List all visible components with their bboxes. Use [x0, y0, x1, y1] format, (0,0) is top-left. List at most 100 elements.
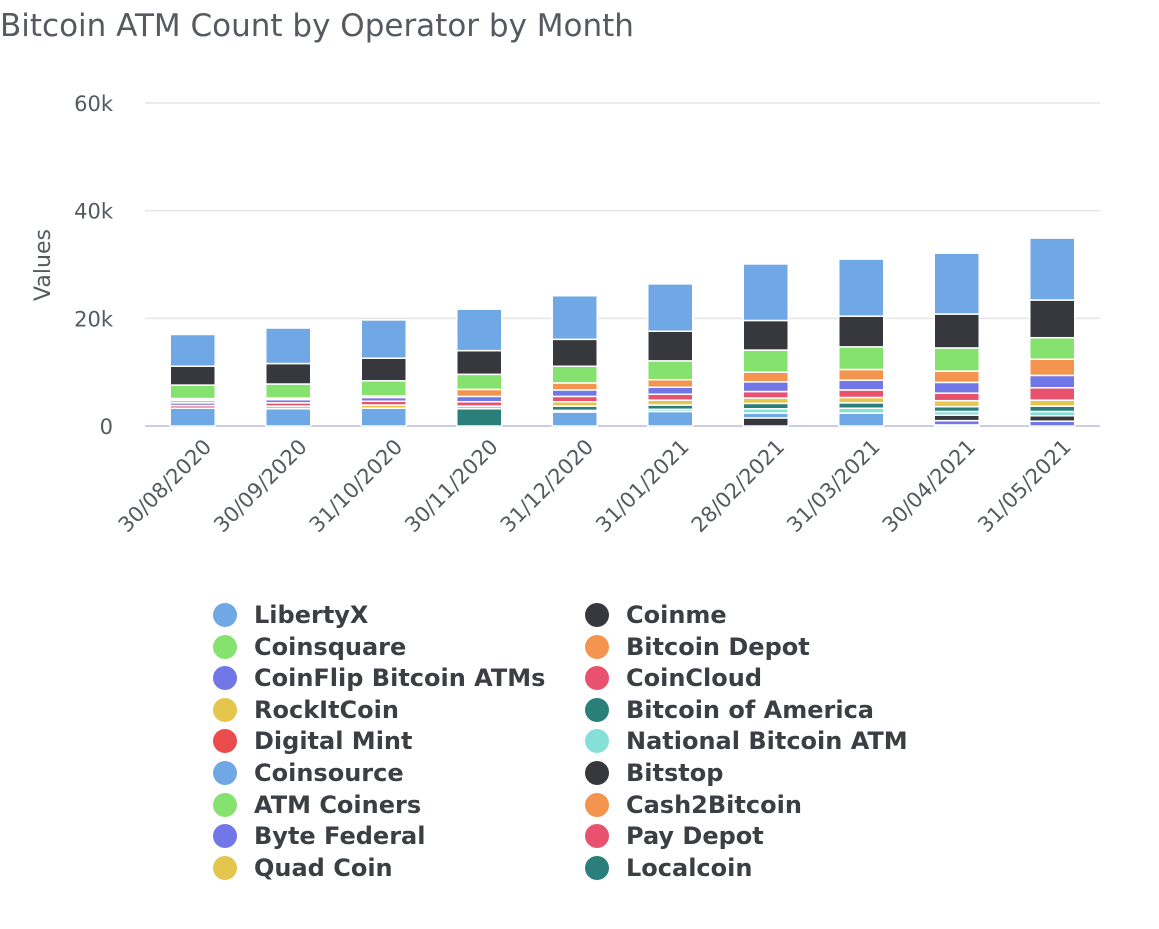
bar-segment[interactable] [1029, 415, 1076, 422]
bar-segment[interactable] [551, 382, 598, 391]
bar-segment[interactable] [1029, 336, 1076, 360]
bar-segment[interactable] [933, 414, 980, 422]
bar-segment[interactable] [360, 319, 407, 359]
legend-item[interactable]: RockItCoin [213, 695, 399, 725]
bar-segment[interactable] [838, 368, 885, 381]
legend-item[interactable]: Pay Depot [585, 821, 764, 851]
legend-label: Coinsource [254, 759, 404, 787]
legend-item[interactable]: National Bitcoin ATM [585, 726, 908, 756]
bar-segment[interactable] [169, 365, 216, 386]
bar-segment[interactable] [1029, 237, 1076, 301]
bar-segment[interactable] [647, 283, 694, 333]
bar-segment[interactable] [647, 393, 694, 401]
x-tick-label: 30/08/2020 [114, 435, 217, 538]
bar-segment[interactable] [169, 407, 216, 427]
bar-segment[interactable] [265, 383, 312, 399]
bar-segment[interactable] [933, 399, 980, 408]
legend-item[interactable]: Digital Mint [213, 726, 412, 756]
bar-segment[interactable] [456, 408, 503, 427]
bar-segment[interactable] [169, 384, 216, 400]
legend-swatch [585, 824, 609, 849]
legend-label: Bitcoin Depot [626, 632, 810, 661]
bar-segment[interactable] [647, 378, 694, 388]
bar-segment[interactable] [742, 397, 789, 405]
legend-item[interactable]: ATM Coiners [213, 790, 421, 820]
bar-segment[interactable] [933, 313, 980, 349]
legend-item[interactable]: Cash2Bitcoin [585, 790, 802, 820]
bar-segment[interactable] [169, 333, 216, 367]
bar-segment[interactable] [551, 338, 598, 367]
bar-segment[interactable] [742, 402, 789, 410]
legend-swatch [213, 603, 237, 627]
bar-segment[interactable] [1029, 358, 1076, 377]
bar-segment[interactable] [1029, 405, 1076, 413]
bar-segment[interactable] [933, 370, 980, 384]
bar-segment[interactable] [551, 389, 598, 398]
bar-segment[interactable] [1029, 299, 1076, 339]
bar-segment[interactable] [933, 252, 980, 315]
bar-stack [933, 252, 980, 427]
legend-item[interactable]: Localcoin [585, 853, 752, 883]
bar-segment[interactable] [838, 402, 885, 409]
bar-segment[interactable] [456, 308, 503, 352]
legend-item[interactable]: Coinsource [213, 758, 404, 788]
bar-segment[interactable] [647, 386, 694, 395]
bar-segment[interactable] [838, 412, 885, 427]
bar-segment[interactable] [742, 390, 789, 399]
bar-segment[interactable] [551, 411, 598, 427]
legend-swatch [585, 792, 609, 817]
bar-segment[interactable] [838, 396, 885, 404]
bar-segment[interactable] [838, 389, 885, 399]
bar-segment[interactable] [360, 407, 407, 427]
bar-segment[interactable] [360, 380, 407, 397]
bar-segment[interactable] [265, 408, 312, 427]
bar-segment[interactable] [456, 349, 503, 376]
legend-item[interactable]: Bitstop [585, 758, 723, 788]
legend-item[interactable]: CoinFlip Bitcoin ATMs [213, 663, 545, 693]
bar-segment[interactable] [551, 365, 598, 384]
bar-segment[interactable] [1029, 399, 1076, 407]
legend-label: Quad Coin [254, 853, 393, 882]
bar-segment[interactable] [1029, 387, 1076, 401]
legend-item[interactable]: Byte Federal [213, 821, 425, 851]
bar-segment[interactable] [456, 395, 503, 403]
legend-swatch [213, 761, 237, 785]
legend-swatch [213, 792, 237, 817]
bar-segment[interactable] [742, 319, 789, 351]
legend-item[interactable]: Quad Coin [213, 853, 393, 883]
bar-segment[interactable] [265, 327, 312, 365]
bar-segment[interactable] [360, 357, 407, 382]
legend-item[interactable]: Bitcoin Depot [585, 632, 810, 662]
bar-segment[interactable] [265, 362, 312, 385]
legend-item[interactable]: Bitcoin of America [585, 695, 874, 725]
bar-segment[interactable] [647, 330, 694, 362]
bar-segment[interactable] [838, 346, 885, 371]
x-tick-label: 31/01/2021 [591, 435, 694, 538]
bar-segment[interactable] [742, 381, 789, 393]
bar-segment[interactable] [933, 347, 980, 372]
bar-segment[interactable] [647, 360, 694, 381]
bar-segment[interactable] [838, 379, 885, 391]
bar-segment[interactable] [456, 388, 503, 398]
bar-stack [551, 294, 598, 427]
bar-segment[interactable] [838, 258, 885, 317]
bar-segment[interactable] [647, 410, 694, 427]
bar-segment[interactable] [742, 349, 789, 373]
legend-item[interactable]: Coinme [585, 600, 727, 630]
bar-segment[interactable] [1029, 374, 1076, 389]
bar-segment[interactable] [742, 263, 789, 322]
legend-item[interactable]: CoinCloud [585, 663, 762, 693]
bar-segment[interactable] [838, 315, 885, 348]
bar-segment[interactable] [456, 373, 503, 391]
y-tick-label: 60k [74, 92, 114, 116]
bar-segment[interactable] [551, 395, 598, 403]
bar-segment[interactable] [742, 417, 789, 427]
bar-segment[interactable] [551, 294, 598, 341]
bar-segment[interactable] [933, 381, 980, 394]
bar-segment[interactable] [933, 392, 980, 402]
legend-swatch [585, 697, 609, 722]
legend-item[interactable]: Coinsquare [213, 632, 406, 662]
bar-segment[interactable] [742, 371, 789, 383]
legend-item[interactable]: LibertyX [213, 600, 368, 630]
